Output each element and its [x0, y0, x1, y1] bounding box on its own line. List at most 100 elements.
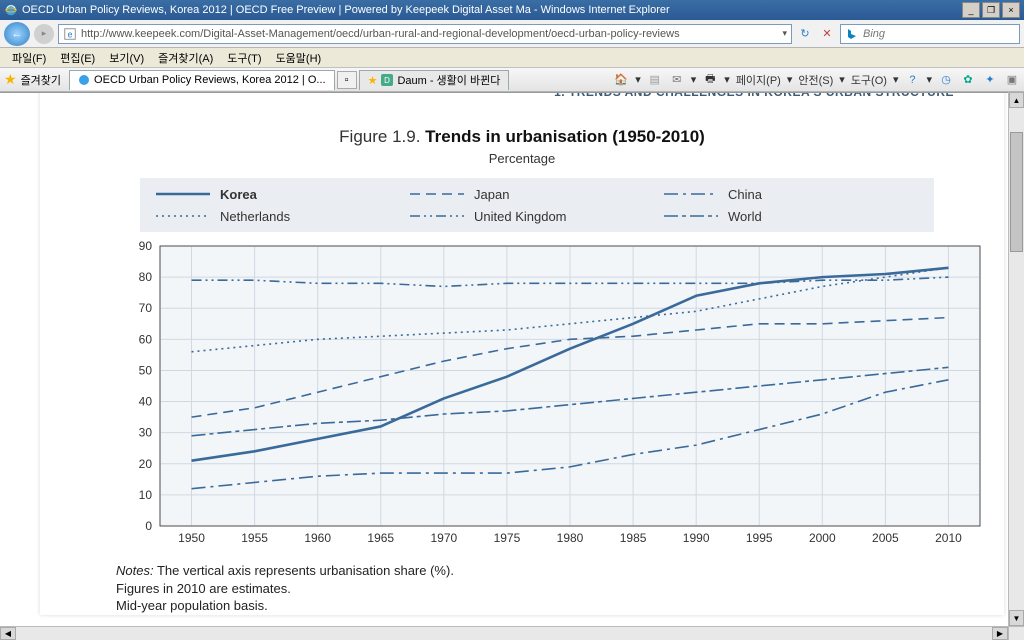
resize-grip[interactable] — [1008, 626, 1024, 640]
svg-text:40: 40 — [139, 395, 153, 409]
svg-text:30: 30 — [139, 426, 153, 440]
menu-edit[interactable]: 편집(E) — [54, 48, 101, 68]
tab-favicon — [78, 74, 90, 86]
svg-text:20: 20 — [139, 457, 153, 471]
figure-notes: Notes: The vertical axis represents urba… — [116, 562, 964, 615]
urbanisation-line-chart: 0102030405060708090195019551960196519701… — [110, 236, 990, 554]
svg-text:60: 60 — [139, 332, 153, 346]
legend-item: Netherlands — [156, 208, 410, 224]
svg-text:D: D — [385, 76, 391, 85]
chart-legend: KoreaJapanChina NetherlandsUnited Kingdom… — [140, 178, 934, 232]
back-button[interactable]: ← — [4, 22, 30, 46]
nav-toolbar: ← ▸ e http://www.keepeek.com/Digital-Ass… — [0, 20, 1024, 48]
horizontal-scrollbar[interactable]: ◀ ▶ — [0, 626, 1008, 640]
vertical-scrollbar[interactable]: ▲ ▼ — [1008, 92, 1024, 626]
new-tab-button[interactable]: ▫ — [337, 71, 357, 89]
chapter-header: 1. TRENDS AND CHALLENGES IN KOREA'S URBA… — [80, 92, 964, 99]
help-icon[interactable]: ? — [904, 72, 920, 88]
ie-icon — [4, 3, 18, 17]
search-box[interactable]: Bing — [840, 24, 1020, 44]
figure-subtitle: Percentage — [80, 151, 964, 166]
restore-button[interactable]: ❐ — [982, 2, 1000, 18]
bing-icon — [845, 27, 859, 41]
svg-text:1975: 1975 — [494, 531, 521, 545]
tab-inactive[interactable]: ★ D Daum - 생활이 바뀐다 — [359, 70, 510, 90]
svg-text:0: 0 — [145, 519, 152, 533]
tab-active-label: OECD Urban Policy Reviews, Korea 2012 | … — [94, 74, 326, 86]
tab-toolbar: ★ 즐겨찾기 OECD Urban Policy Reviews, Korea … — [0, 68, 1024, 92]
page-menu[interactable]: 페이지(P) — [736, 72, 781, 88]
daum-favicon: D — [381, 74, 393, 86]
svg-text:10: 10 — [139, 488, 153, 502]
safety-menu[interactable]: 안전(S) — [798, 72, 833, 88]
minimize-button[interactable]: _ — [962, 2, 980, 18]
svg-text:2005: 2005 — [872, 531, 899, 545]
legend-item: Japan — [410, 186, 664, 202]
svg-text:90: 90 — [139, 239, 153, 253]
document-page: 1. TRENDS AND CHALLENGES IN KOREA'S URBA… — [40, 92, 1004, 615]
feeds-icon[interactable]: ▤ — [647, 72, 663, 88]
address-bar[interactable]: e http://www.keepeek.com/Digital-Asset-M… — [58, 24, 792, 44]
notes-line-1: The vertical axis represents urbanisatio… — [157, 563, 454, 578]
search-engine-name: Bing — [863, 28, 885, 40]
forward-button[interactable]: ▸ — [34, 24, 54, 44]
legend-item: Korea — [156, 186, 410, 202]
notes-label: Notes: — [116, 563, 154, 578]
scroll-left-arrow[interactable]: ◀ — [0, 627, 16, 640]
svg-text:1965: 1965 — [367, 531, 394, 545]
svg-text:1985: 1985 — [620, 531, 647, 545]
print-icon[interactable]: 🖶 — [702, 72, 718, 88]
svg-text:e: e — [68, 29, 73, 39]
svg-text:70: 70 — [139, 301, 153, 315]
figure-number: Figure 1.9. — [339, 127, 420, 146]
favorites-star-icon[interactable]: ★ — [4, 71, 17, 88]
address-dropdown-icon[interactable]: ▾ — [782, 28, 787, 39]
svg-text:80: 80 — [139, 270, 153, 284]
legend-item: China — [664, 186, 918, 202]
addon-icon-3[interactable]: ✦ — [982, 72, 998, 88]
address-text: http://www.keepeek.com/Digital-Asset-Man… — [81, 28, 782, 40]
window-title: OECD Urban Policy Reviews, Korea 2012 | … — [22, 4, 670, 16]
svg-text:1990: 1990 — [683, 531, 710, 545]
scroll-right-arrow[interactable]: ▶ — [992, 627, 1008, 640]
svg-text:2000: 2000 — [809, 531, 836, 545]
menu-view[interactable]: 보기(V) — [103, 48, 150, 68]
addon-icon-2[interactable]: ✿ — [960, 72, 976, 88]
figure-title-text: Trends in urbanisation (1950-2010) — [425, 127, 705, 146]
figure-title: Figure 1.9. Trends in urbanisation (1950… — [80, 127, 964, 147]
stop-button[interactable]: ✕ — [818, 25, 836, 43]
menu-file[interactable]: 파일(F) — [6, 48, 52, 68]
legend-item: United Kingdom — [410, 208, 664, 224]
legend-item: World — [664, 208, 918, 224]
menu-help[interactable]: 도움말(H) — [270, 48, 328, 68]
favorites-label[interactable]: 즐겨찾기 — [21, 72, 61, 88]
command-bar: 🏠▾ ▤ ✉▾ 🖶▾ 페이지(P)▾ 안전(S)▾ 도구(O)▾ ?▾ ◷ ✿ … — [613, 72, 1020, 88]
svg-text:2010: 2010 — [935, 531, 962, 545]
menu-favorites[interactable]: 즐겨찾기(A) — [152, 48, 219, 68]
tab-active[interactable]: OECD Urban Policy Reviews, Korea 2012 | … — [69, 70, 335, 90]
refresh-button[interactable]: ↻ — [796, 25, 814, 43]
addon-icon-4[interactable]: ▣ — [1004, 72, 1020, 88]
chart-container: 0102030405060708090195019551960196519701… — [110, 236, 934, 554]
tools-menu[interactable]: 도구(O) — [851, 72, 887, 88]
scroll-down-arrow[interactable]: ▼ — [1009, 610, 1024, 626]
content-viewport: 1. TRENDS AND CHALLENGES IN KOREA'S URBA… — [0, 92, 1024, 626]
scroll-up-arrow[interactable]: ▲ — [1009, 92, 1024, 108]
svg-text:1980: 1980 — [557, 531, 584, 545]
page-favicon: e — [63, 27, 77, 41]
home-icon[interactable]: 🏠 — [613, 72, 629, 88]
tab-inactive-label: Daum - 생활이 바뀐다 — [397, 72, 500, 88]
svg-text:50: 50 — [139, 363, 153, 377]
svg-text:1970: 1970 — [430, 531, 457, 545]
addon-icon-1[interactable]: ◷ — [938, 72, 954, 88]
menu-bar: 파일(F) 편집(E) 보기(V) 즐겨찾기(A) 도구(T) 도움말(H) — [0, 48, 1024, 68]
menu-tools[interactable]: 도구(T) — [221, 48, 267, 68]
svg-text:1995: 1995 — [746, 531, 773, 545]
svg-text:1950: 1950 — [178, 531, 205, 545]
svg-text:1960: 1960 — [304, 531, 331, 545]
window-titlebar: OECD Urban Policy Reviews, Korea 2012 | … — [0, 0, 1024, 20]
mail-icon[interactable]: ✉ — [669, 72, 685, 88]
notes-line-2: Figures in 2010 are estimates. — [116, 581, 291, 596]
scroll-thumb[interactable] — [1010, 132, 1023, 252]
close-button[interactable]: × — [1002, 2, 1020, 18]
